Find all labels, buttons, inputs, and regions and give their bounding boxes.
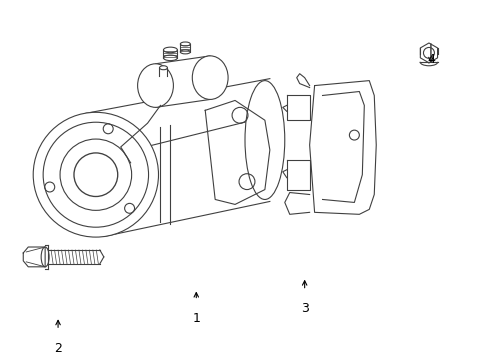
Text: 4: 4 [426,53,434,66]
Ellipse shape [180,42,190,46]
Polygon shape [155,56,210,107]
Text: 3: 3 [300,302,308,315]
Ellipse shape [137,64,173,107]
Ellipse shape [163,47,177,53]
Text: 2: 2 [54,342,62,355]
Ellipse shape [33,112,158,237]
Ellipse shape [159,66,167,70]
Ellipse shape [244,81,284,199]
Ellipse shape [192,56,227,99]
Text: 1: 1 [192,312,200,325]
